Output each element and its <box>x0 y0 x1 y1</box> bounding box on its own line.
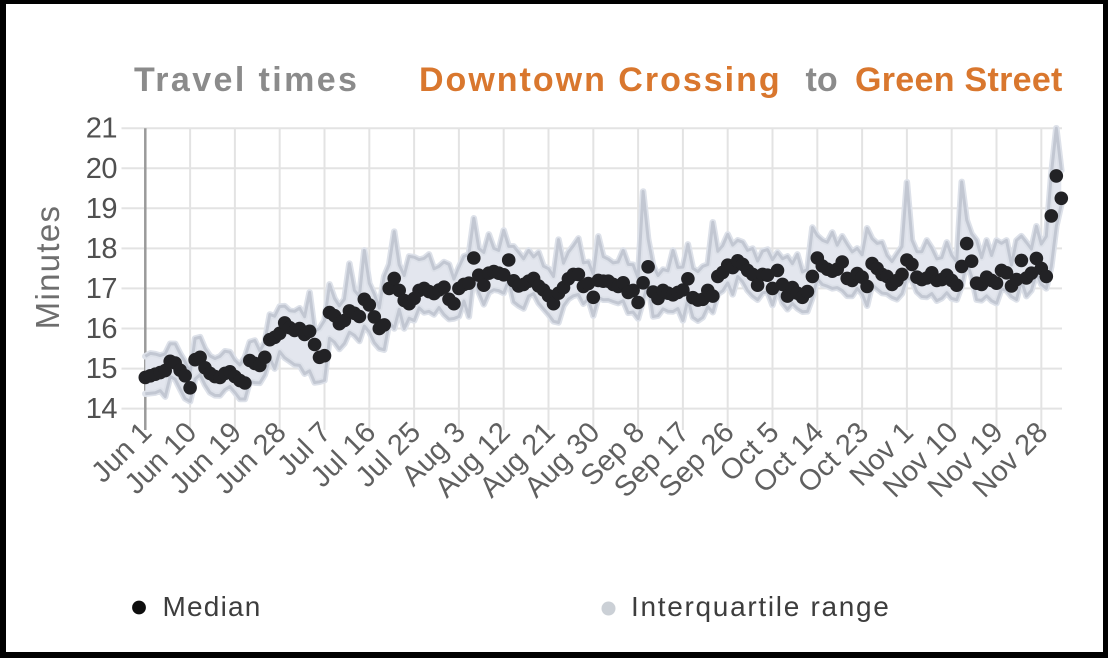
svg-text:Minutes: Minutes <box>29 204 66 329</box>
svg-text:to: to <box>806 61 838 99</box>
svg-text:Interquartile range: Interquartile range <box>631 591 891 622</box>
svg-text:21: 21 <box>86 112 117 144</box>
svg-text:15: 15 <box>86 353 117 385</box>
svg-text:19: 19 <box>86 192 117 224</box>
svg-text:20: 20 <box>86 152 117 184</box>
svg-text:14: 14 <box>86 393 118 425</box>
svg-text:17: 17 <box>86 272 117 304</box>
svg-text:16: 16 <box>86 313 117 345</box>
svg-text:18: 18 <box>86 232 117 264</box>
svg-text:Median: Median <box>163 591 262 622</box>
svg-text:Travel times: Travel times <box>134 61 359 99</box>
svg-text:Downtown Crossing: Downtown Crossing <box>419 61 782 99</box>
svg-text:Green Street: Green Street <box>855 61 1063 99</box>
